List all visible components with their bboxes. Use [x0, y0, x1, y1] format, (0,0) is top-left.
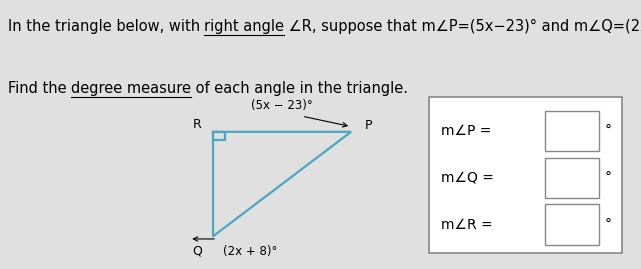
Text: P: P — [365, 119, 372, 132]
Text: R: R — [193, 118, 202, 130]
Text: Q: Q — [192, 244, 202, 257]
Text: m∠P =: m∠P = — [441, 124, 492, 138]
Text: degree measure: degree measure — [71, 81, 191, 96]
Text: m∠R =: m∠R = — [441, 218, 493, 232]
Text: (5x − 23)°: (5x − 23)° — [251, 99, 313, 112]
Text: of each angle in the triangle.: of each angle in the triangle. — [191, 81, 408, 96]
Text: Find the: Find the — [8, 81, 71, 96]
Text: °: ° — [604, 218, 612, 232]
Text: right angle: right angle — [204, 19, 285, 34]
FancyBboxPatch shape — [545, 158, 599, 198]
Text: °: ° — [604, 171, 612, 185]
Text: ∠R, suppose that m∠P=(5x−23)° and m∠Q=(2x+8)°.: ∠R, suppose that m∠P=(5x−23)° and m∠Q=(2… — [285, 19, 641, 34]
Text: °: ° — [604, 124, 612, 138]
Text: (2x + 8)°: (2x + 8)° — [223, 246, 278, 259]
Text: m∠Q =: m∠Q = — [441, 171, 494, 185]
Text: In the triangle below, with: In the triangle below, with — [8, 19, 204, 34]
FancyBboxPatch shape — [545, 111, 599, 151]
FancyBboxPatch shape — [545, 204, 599, 245]
FancyBboxPatch shape — [429, 97, 622, 253]
